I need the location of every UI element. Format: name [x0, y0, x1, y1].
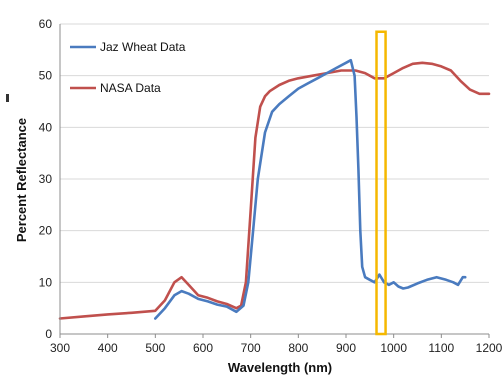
x-axis-title: Wavelength (nm): [228, 360, 332, 375]
y-tick-label: 0: [45, 327, 52, 341]
y-tick-label: 10: [39, 275, 53, 289]
x-tick-label: 1000: [380, 341, 407, 355]
y-tick-label: 20: [39, 224, 53, 238]
x-tick-label: 1200: [476, 341, 502, 355]
highlight-layer: [375, 30, 387, 336]
x-tick-label: 400: [98, 341, 118, 355]
series-layer: [58, 58, 491, 320]
edge-mark: [6, 94, 9, 102]
x-tick-label: 800: [288, 341, 308, 355]
x-tick-label: 700: [241, 341, 261, 355]
x-tick-label: 1100: [428, 341, 454, 355]
y-axis-title: Percent Reflectance: [14, 118, 29, 242]
legend-label-jaz: Jaz Wheat Data: [100, 40, 186, 54]
axes: 0 10 20 30 40 50 60 300 400 500 600 700 800 900 1000 11…: [39, 17, 502, 355]
x-tick-label: 900: [336, 341, 356, 355]
y-tick-label: 30: [39, 172, 53, 186]
y-tick-label: 50: [39, 69, 53, 83]
highlight-box: [375, 30, 387, 336]
x-tick-label: 500: [145, 341, 165, 355]
legend-label-nasa: NASA Data: [100, 81, 161, 95]
x-tick-label: 600: [193, 341, 213, 355]
x-tick-label: 300: [50, 341, 70, 355]
series-nasa-line: [58, 61, 491, 320]
legend: Jaz Wheat Data NASA Data: [70, 40, 186, 95]
y-tick-label: 40: [39, 120, 53, 134]
series-jaz-wheat-line: [154, 58, 467, 320]
y-tick-label: 60: [39, 17, 53, 31]
